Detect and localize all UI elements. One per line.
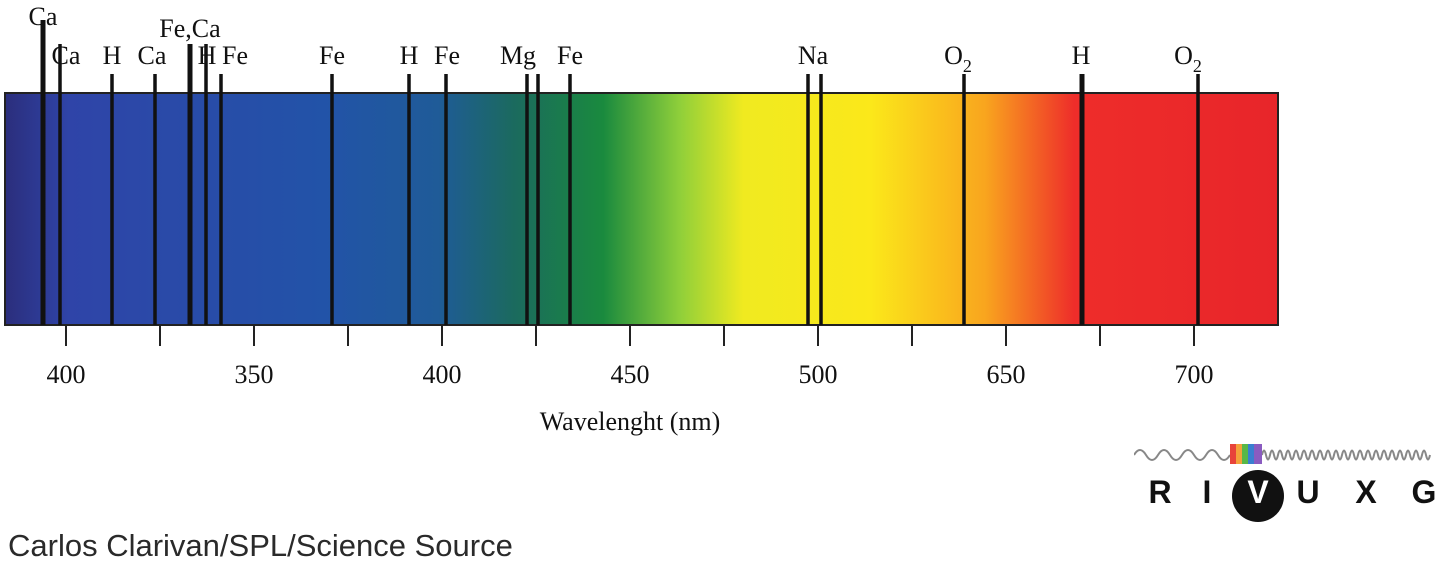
- axis-tick-label: 350: [235, 360, 274, 389]
- absorption-line-label: Fe: [222, 41, 248, 70]
- band-x: X: [1355, 474, 1377, 510]
- axis-tick-label: 450: [611, 360, 650, 389]
- spectrum-bar: [4, 92, 1279, 326]
- axis-tick-labels: 400 350 400 450 500 650 700: [47, 360, 1214, 389]
- band-v: V: [1247, 474, 1269, 510]
- absorption-line-label: Ca: [138, 41, 167, 70]
- absorption-line-label: Fe: [434, 41, 460, 70]
- absorption-line-label: Fe: [557, 41, 583, 70]
- band-r: R: [1148, 474, 1172, 510]
- absorption-line-label: Fe: [319, 41, 345, 70]
- absorption-line-label: Na: [798, 41, 829, 70]
- absorption-line-label: Mg: [500, 41, 536, 70]
- absorption-line-label: O2: [1174, 41, 1202, 76]
- absorption-line-label: H: [103, 41, 122, 70]
- axis-tick-label: 400: [423, 360, 462, 389]
- absorption-line-label: O2: [944, 41, 972, 76]
- absorption-line-label: Ca: [52, 41, 81, 70]
- absorption-line-label: Ca: [29, 2, 58, 31]
- axis-tick-label: 400: [47, 360, 86, 389]
- band-u: U: [1296, 474, 1320, 510]
- absorption-line-label: H: [198, 41, 217, 70]
- selected-band-circle: [1232, 470, 1284, 522]
- axis-tick-label: 500: [799, 360, 838, 389]
- axis-label: Wavelenght (nm): [540, 407, 721, 436]
- absorption-lines: [40, 20, 1200, 325]
- band-i: I: [1202, 474, 1212, 510]
- axis-tick-label: 700: [1175, 360, 1214, 389]
- image-credit: Carlos Clarivan/SPL/Science Source: [8, 528, 513, 563]
- absorption-line-label: Fe,Ca: [159, 14, 221, 43]
- band-g: G: [1411, 474, 1437, 510]
- axis-ticks: [65, 325, 1195, 346]
- absorption-line-label: H: [1072, 41, 1091, 70]
- axis-tick-label: 650: [987, 360, 1026, 389]
- absorption-line-label: H: [400, 41, 419, 70]
- wave-icon: [1134, 444, 1431, 464]
